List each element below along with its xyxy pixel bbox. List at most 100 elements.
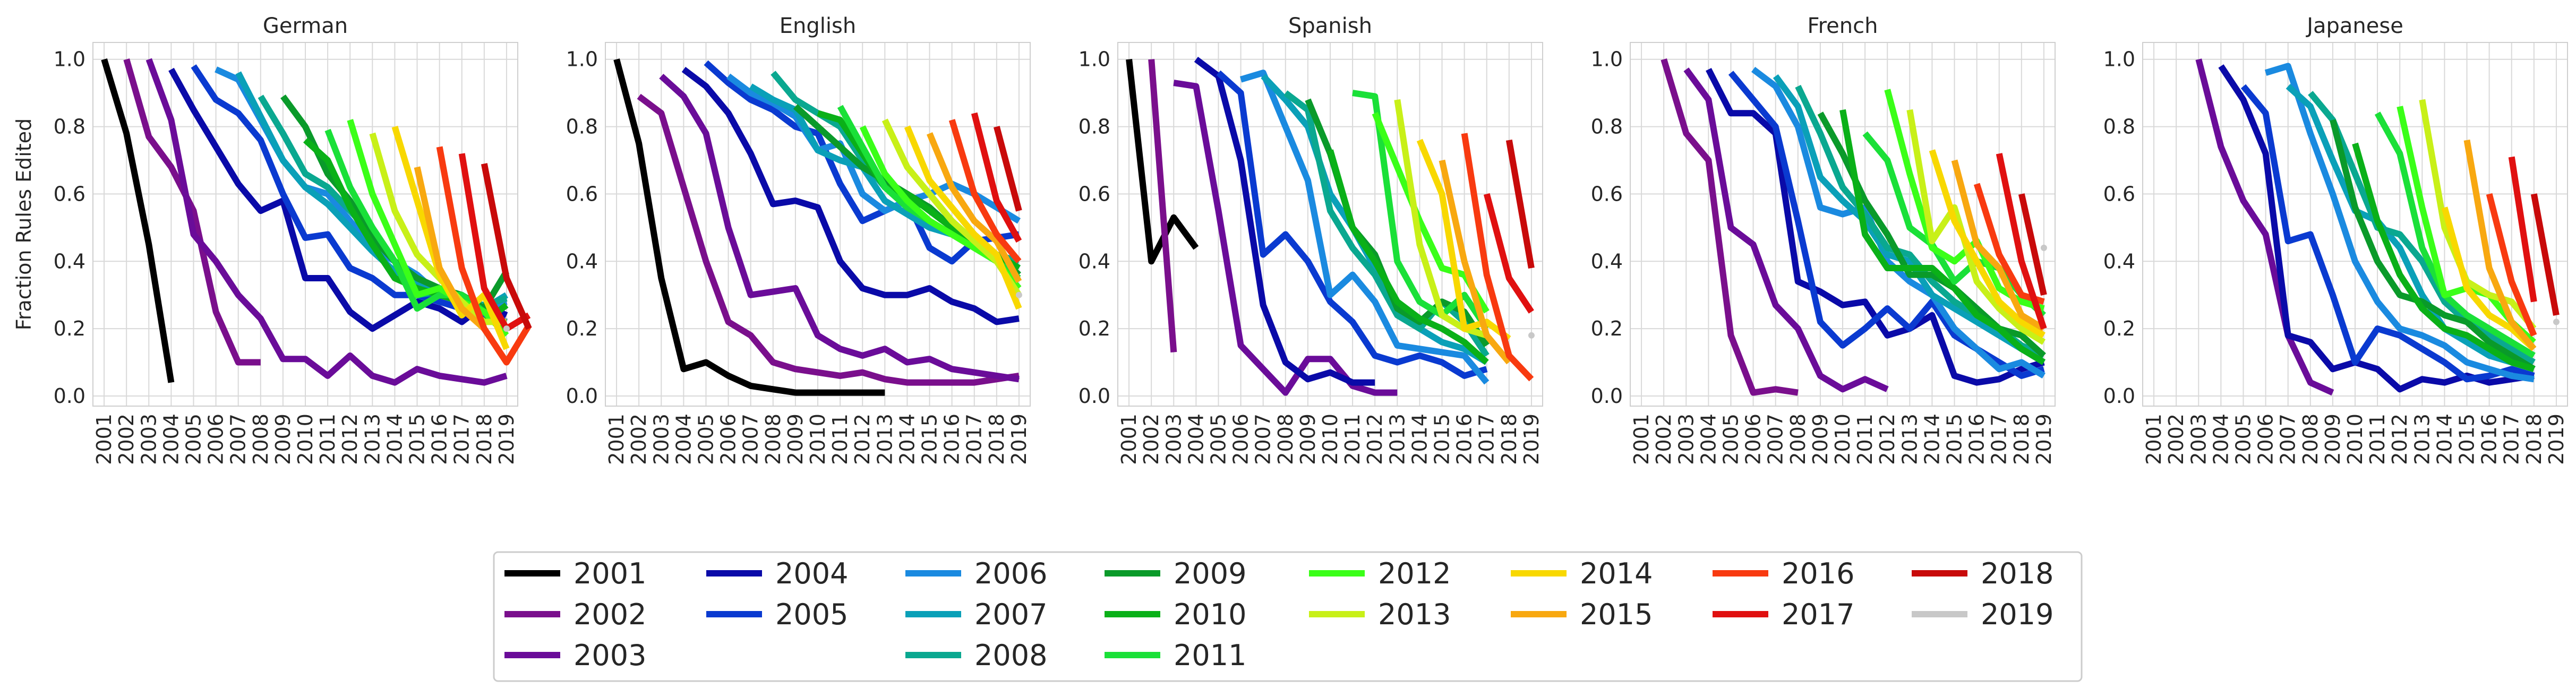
- y-tick-label: 0.6: [566, 182, 598, 205]
- series-line-2011: [2374, 111, 2536, 359]
- panel-german: German 0.0 0.2 0.4 0.6 0.8 1.0 2001200220032004…: [54, 14, 532, 465]
- x-tick-label: 2018: [985, 414, 1008, 465]
- x-tick-label: 2012: [338, 414, 362, 465]
- x-tick-label: 2009: [271, 414, 295, 465]
- x-tick-label: 2007: [2277, 414, 2300, 465]
- y-tick-label: 0.0: [566, 384, 598, 408]
- x-tick-label: 2010: [2343, 414, 2367, 465]
- series-line-2001: [101, 58, 175, 383]
- series-line-2017: [458, 153, 531, 332]
- series-line-2006: [2264, 63, 2535, 383]
- series-line-2014: [1416, 139, 1511, 341]
- x-tick-label: 2002: [1140, 414, 1163, 465]
- x-tick-label: 2017: [1475, 414, 1499, 465]
- series-line-2015: [1439, 159, 1512, 365]
- plot-frame: [605, 42, 1031, 407]
- x-tick-label: 2005: [182, 414, 205, 465]
- y-tick-label: 0.6: [54, 182, 85, 205]
- legend-label: 2008: [974, 639, 1047, 672]
- legend-label: 2009: [1174, 557, 1246, 590]
- x-tick-label: 2019: [1007, 414, 1031, 465]
- x-tick-label: 2014: [1408, 414, 1431, 465]
- x-tick-label: 2018: [2522, 414, 2546, 465]
- series-line-2008: [2308, 91, 2536, 365]
- x-tick-label: 2011: [1341, 414, 1364, 465]
- x-tick-label: 2011: [828, 414, 852, 465]
- series-line-2016: [2486, 193, 2537, 337]
- series-line-2010: [2352, 142, 2535, 372]
- x-tick-label: 2012: [2388, 414, 2411, 465]
- plot-frame: [1630, 42, 2056, 407]
- series-line-2002: [637, 93, 1020, 386]
- x-tick-label: 2006: [1229, 414, 1253, 465]
- y-tick-label: 0.4: [54, 249, 85, 273]
- series-line-2018: [994, 126, 1022, 212]
- x-tick-label: 2010: [1831, 414, 1854, 465]
- y-tick-label: 0.0: [2103, 384, 2135, 408]
- x-tick-label: 2011: [2366, 414, 2389, 465]
- legend-item-2008: 2008: [905, 639, 1047, 672]
- y-tick-label: 1.0: [2103, 48, 2135, 71]
- series-line-2018: [2530, 193, 2560, 316]
- x-tick-label: 2007: [1764, 414, 1787, 465]
- x-tick-label: 2014: [383, 414, 406, 465]
- x-tick-label: 2013: [873, 414, 896, 465]
- x-tick-label: 2013: [1385, 414, 1409, 465]
- x-tick-label: 2010: [294, 414, 317, 465]
- y-tick-label: 1.0: [566, 48, 598, 71]
- legend-item-2003: 2003: [504, 639, 646, 672]
- series-line-2004: [2218, 64, 2535, 393]
- legend-item-2015: 2015: [1511, 598, 1653, 631]
- y-axis-label: Fraction Rules Edited: [12, 118, 36, 330]
- legend-item-2016: 2016: [1713, 557, 1854, 590]
- x-tick-label: 2007: [227, 414, 250, 465]
- y-tick-label: 0.2: [566, 317, 598, 340]
- series-line-2002: [1148, 59, 1177, 352]
- y-tick-label: 0.4: [1591, 249, 1623, 273]
- y-tick-label: 0.0: [54, 384, 85, 408]
- legend-item-2001: 2001: [504, 557, 646, 590]
- x-tick-label: 2006: [717, 414, 740, 465]
- series-point-2019: [2040, 244, 2047, 251]
- x-tick-label: 2006: [1742, 414, 1765, 465]
- x-tick-label: 2005: [1719, 414, 1742, 465]
- panel-english: English0.00.20.40.60.81.0200120022003200…: [566, 14, 1031, 465]
- x-tick-label: 2001: [1117, 414, 1141, 465]
- legend-item-2009: 2009: [1105, 557, 1246, 590]
- y-tick-label: 0.2: [2103, 317, 2135, 340]
- legend-label: 2014: [1580, 557, 1653, 590]
- series-line-2017: [1996, 153, 2047, 330]
- series-line-2008: [1283, 90, 1490, 358]
- panel-title: German: [263, 14, 348, 38]
- x-tick-label: 2018: [2010, 414, 2033, 465]
- series-point-2019: [2553, 319, 2560, 325]
- series-line-2005: [704, 60, 1020, 265]
- y-tick-label: 0.6: [2103, 182, 2135, 205]
- legend-label: 2007: [974, 598, 1047, 631]
- y-tick-label: 0.8: [566, 115, 598, 139]
- x-tick-label: 2014: [1920, 414, 1944, 465]
- legend-item-2007: 2007: [905, 598, 1047, 631]
- series-point-2019: [1015, 291, 1022, 298]
- series-line-2018: [2018, 193, 2047, 296]
- x-tick-label: 2015: [406, 414, 429, 465]
- x-tick-label: 2014: [2433, 414, 2456, 465]
- panel-french: French 0.0 0.2 0.4 0.6 0.8 1.0 2001200220032004…: [1591, 14, 2056, 465]
- grid: [1118, 42, 1543, 406]
- x-tick-label: 2004: [1184, 414, 1208, 465]
- x-tick-label: 2001: [605, 414, 628, 465]
- series-line-2015: [2463, 139, 2537, 351]
- x-tick-label: 2013: [1898, 414, 1921, 465]
- x-tick-label: 2008: [1786, 414, 1810, 465]
- series-point-2019: [1528, 332, 1535, 339]
- x-tick-label: 2002: [1652, 414, 1675, 465]
- x-tick-label: 2009: [784, 414, 807, 465]
- series-line-2003: [1683, 67, 1889, 393]
- legend-label: 2012: [1378, 557, 1451, 590]
- x-tick-label: 2005: [1206, 414, 1230, 465]
- legend-label: 2005: [775, 598, 848, 631]
- x-tick-label: 2019: [495, 414, 518, 465]
- x-tick-label: 2003: [649, 414, 673, 465]
- series-line-2008: [771, 71, 1020, 265]
- x-tick-label: 2017: [450, 414, 474, 465]
